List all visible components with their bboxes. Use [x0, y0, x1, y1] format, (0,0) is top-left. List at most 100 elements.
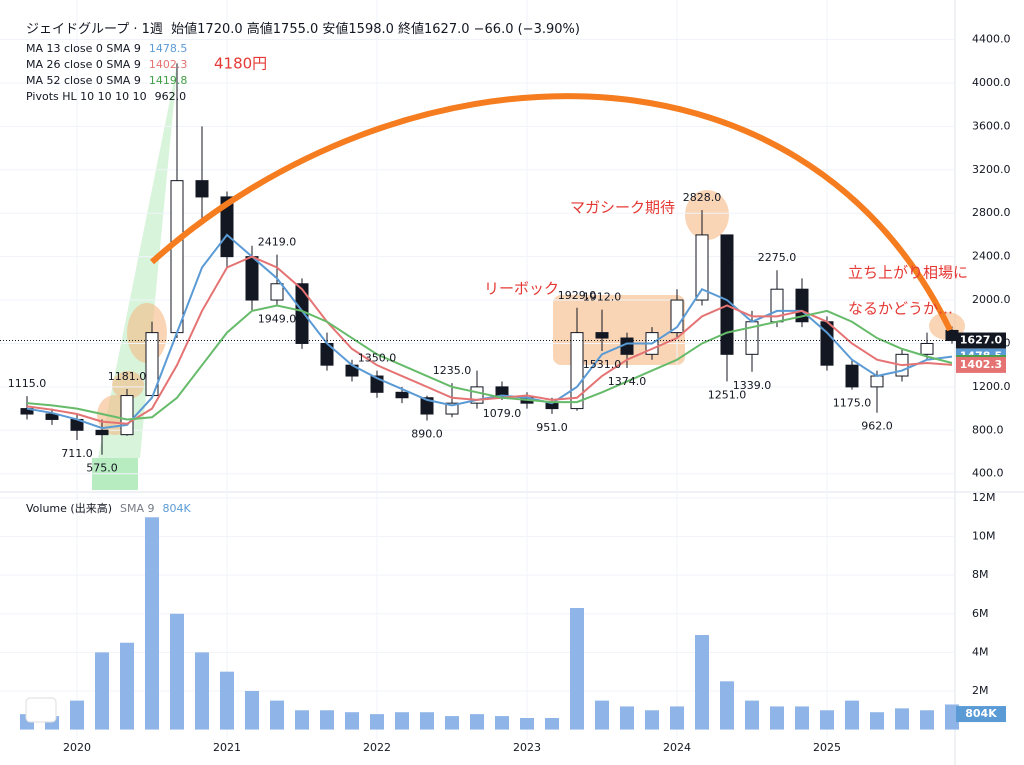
annotation: 4180円 — [214, 55, 267, 73]
volume-bar — [720, 681, 734, 730]
volume-bar — [395, 712, 409, 730]
pivot-label: 1531.0 — [583, 358, 622, 371]
volume-bar — [570, 607, 584, 730]
volume-bar — [670, 706, 684, 730]
volume-bar — [145, 517, 159, 730]
volume-bar — [595, 700, 609, 730]
candle-body — [445, 402, 459, 415]
pivot-label: 1115.0 — [8, 377, 47, 390]
x-tick-label: 2022 — [363, 741, 391, 754]
volume-value: 804K — [162, 502, 191, 515]
y-tick-label: 3600.0 — [972, 119, 1011, 132]
candle-body — [170, 180, 184, 334]
legend-value: 1478.5 — [148, 42, 188, 55]
volume-bar — [320, 710, 334, 730]
pivot-label: 1181.0 — [108, 370, 147, 383]
volume-bar — [95, 652, 109, 730]
volume-bar — [295, 710, 309, 730]
volume-bar — [895, 708, 909, 730]
volume-bar — [345, 712, 359, 730]
pivot-label: 890.0 — [411, 428, 443, 441]
header: ジェイドグループ · 1週 始値1720.0 高値1755.0 安値1598.0… — [26, 18, 580, 37]
candle-body — [45, 413, 59, 420]
x-tick-label: 2024 — [663, 741, 691, 754]
candle-body — [420, 397, 434, 415]
y-tick-label: 2M — [972, 684, 989, 697]
volume-badge-label: 804K — [965, 707, 997, 720]
candle-body — [270, 283, 284, 301]
highlight — [685, 190, 729, 240]
y-tick-label: 10M — [972, 530, 996, 543]
legend-name: MA 26 close 0 SMA 9 — [26, 58, 141, 71]
highlight — [112, 371, 144, 399]
pivot-label: 951.0 — [536, 421, 568, 434]
price-badge-label: 1402.3 — [960, 358, 1002, 371]
legend-value: 1419.8 — [148, 74, 188, 87]
volume-bar — [445, 716, 459, 730]
trend-arc — [150, 93, 953, 332]
y-tick-label: 12M — [972, 491, 996, 504]
annotation: リーボック — [484, 280, 559, 298]
pivot-label: 1251.0 — [708, 388, 747, 401]
y-tick-label: 400.0 — [972, 467, 1004, 480]
volume-subtitle: SMA 9 — [120, 502, 155, 515]
volume-bar — [245, 690, 259, 730]
x-tick-label: 2025 — [813, 741, 841, 754]
x-tick-label: 2023 — [513, 741, 541, 754]
volume-bar — [920, 710, 934, 730]
y-tick-label: 4000.0 — [972, 76, 1011, 89]
pivot-label: 1374.0 — [608, 375, 647, 388]
legend-name: MA 52 close 0 SMA 9 — [26, 74, 141, 87]
volume-bar — [795, 706, 809, 730]
candle-body — [720, 234, 734, 355]
legend-name: MA 13 close 0 SMA 9 — [26, 42, 141, 55]
volume-bar — [545, 717, 559, 730]
annotation: マガシーク期待 — [570, 199, 675, 217]
candle-body — [845, 364, 859, 388]
price-badge — [956, 356, 1006, 373]
volume-bar — [495, 716, 509, 730]
candle-body — [595, 332, 609, 339]
volume-bar — [270, 700, 284, 730]
legend-value: 1402.3 — [148, 58, 188, 71]
pivot-label: 2275.0 — [758, 251, 797, 264]
candle-body — [195, 180, 209, 198]
y-tick-label: 8M — [972, 568, 989, 581]
volume-bar — [220, 671, 234, 730]
pivot-label: 2419.0 — [258, 236, 297, 249]
volume-bar — [195, 652, 209, 730]
volume-bar — [845, 700, 859, 730]
legend-row: Pivots HL 10 10 10 10 962.0 — [26, 90, 186, 103]
legend-name: Pivots HL 10 10 10 10 — [26, 90, 147, 103]
x-tick-label: 2020 — [63, 741, 91, 754]
pivot-label: 1912.0 — [583, 291, 622, 304]
volume-bar — [170, 613, 184, 730]
legend-row: MA 52 close 0 SMA 9 1419.8 — [26, 74, 187, 87]
pivot-label: 962.0 — [861, 420, 893, 433]
rise-triangle — [98, 60, 178, 458]
y-tick-label: 4400.0 — [972, 33, 1011, 46]
pivot-label: 1175.0 — [833, 397, 872, 410]
volume-bar — [770, 706, 784, 730]
ohlc: 始値1720.0 高値1755.0 安値1598.0 終値1627.0 −66.… — [171, 22, 580, 37]
candle-body — [395, 391, 409, 399]
plot: 400.0800.01200.01600.02000.02400.02800.0… — [0, 0, 1011, 754]
volume-bar — [945, 704, 959, 730]
volume-bar — [645, 710, 659, 730]
pivot-label: 1339.0 — [733, 379, 772, 392]
volume-bar — [420, 712, 434, 730]
legend-row: MA 26 close 0 SMA 9 1402.3 — [26, 58, 187, 71]
candle-body — [220, 196, 234, 258]
legend-row: MA 13 close 0 SMA 9 1478.5 — [26, 42, 187, 55]
pivot-label: 1350.0 — [358, 352, 397, 365]
volume-bar — [620, 706, 634, 730]
volume-bar — [70, 700, 84, 730]
pivot-label: 1949.0 — [258, 313, 297, 326]
volume-title: Volume (出来高) — [26, 502, 112, 515]
y-tick-label: 4M — [972, 645, 989, 658]
volume-legend: Volume (出来高) SMA 9 804K — [26, 500, 191, 516]
volume-bar — [870, 712, 884, 730]
candle-body — [245, 256, 259, 301]
